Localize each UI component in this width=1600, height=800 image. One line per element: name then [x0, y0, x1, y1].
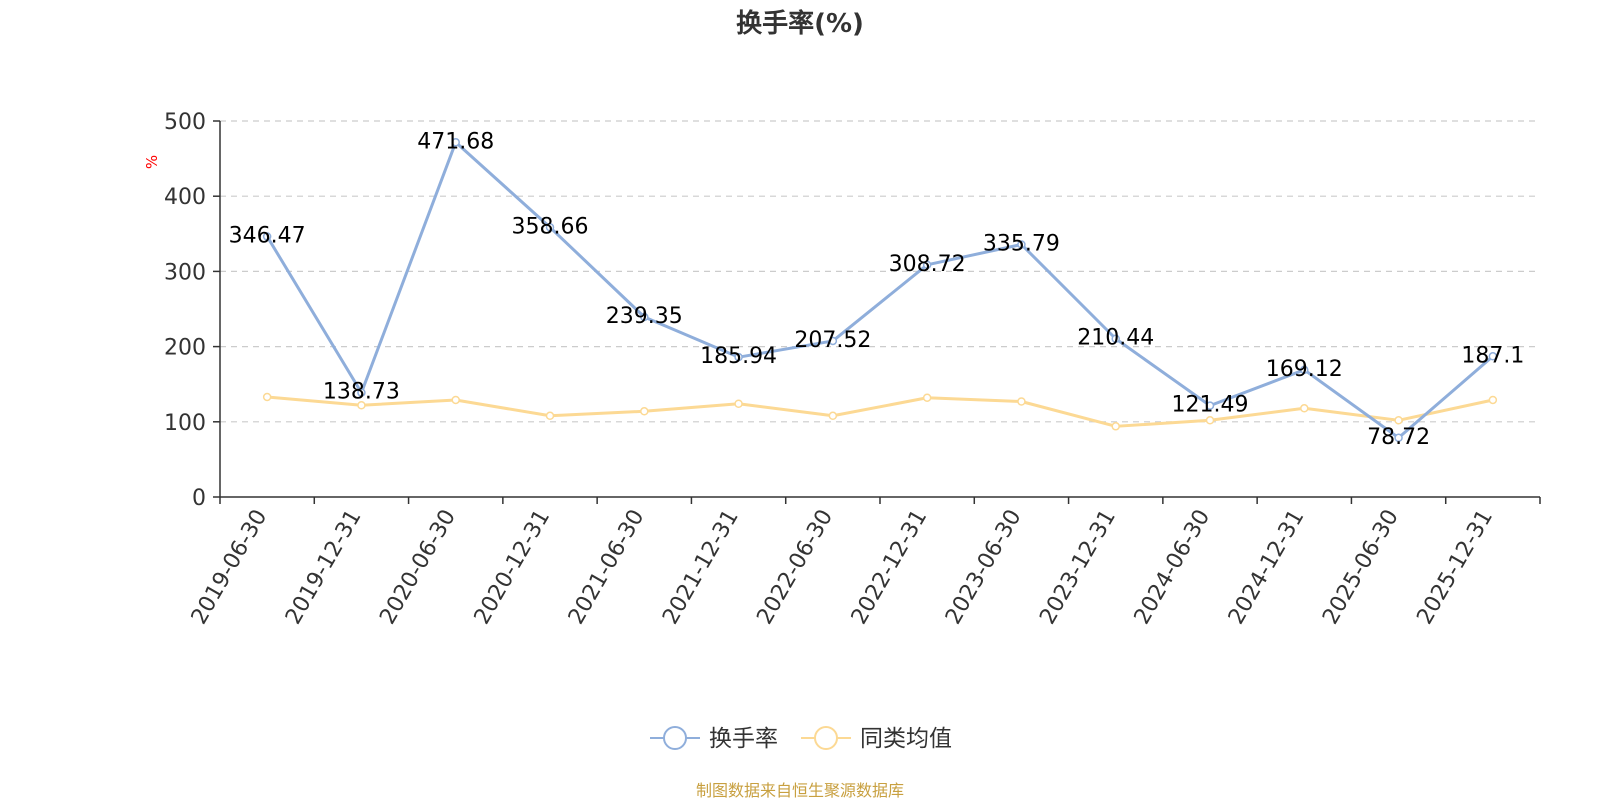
- x-tick-label: 2021-06-30: [564, 506, 650, 629]
- y-tick-label: 500: [164, 110, 206, 135]
- x-tick-label: 2025-06-30: [1318, 506, 1404, 629]
- series-line-peer-average: [265, 395, 1495, 428]
- grid-lines: [213, 120, 1540, 498]
- legend-item-peer-average[interactable]: 同类均值: [801, 726, 952, 752]
- data-point[interactable]: [828, 411, 838, 421]
- legend-label: 同类均值: [860, 726, 952, 752]
- y-tick-label: 0: [192, 486, 206, 511]
- legend-marker-icon: [814, 726, 838, 750]
- data-point[interactable]: [1394, 416, 1403, 425]
- data-point[interactable]: [451, 395, 460, 405]
- data-point[interactable]: [451, 138, 460, 147]
- y-tick-label: 200: [164, 336, 206, 361]
- data-label: 138.73: [323, 380, 400, 405]
- data-label: 358.66: [512, 214, 589, 239]
- data-point[interactable]: [1205, 401, 1215, 410]
- data-point[interactable]: [734, 352, 743, 362]
- x-tick-label: 2023-12-31: [1035, 506, 1121, 629]
- data-point[interactable]: [262, 392, 272, 402]
- data-label: 187.1: [1461, 343, 1524, 368]
- source-note: 制图数据来自恒生聚源数据库: [696, 781, 904, 800]
- legend-item-turnover[interactable]: 换手率: [650, 726, 778, 752]
- data-point[interactable]: [1488, 395, 1498, 405]
- data-point[interactable]: [1017, 240, 1026, 249]
- data-label: 121.49: [1172, 393, 1249, 418]
- x-tick-label: 2025-12-31: [1412, 506, 1498, 629]
- data-point[interactable]: [357, 388, 366, 397]
- data-point[interactable]: [545, 223, 555, 232]
- legend-label: 换手率: [709, 726, 778, 752]
- data-point[interactable]: [1017, 397, 1026, 406]
- x-tick-label: 2019-06-30: [187, 506, 273, 629]
- data-label: 346.47: [229, 223, 306, 248]
- data-label: 210.44: [1077, 326, 1154, 351]
- x-tick-label: 2022-12-31: [847, 505, 933, 628]
- data-label: 308.72: [889, 252, 966, 277]
- series-line-turnover: [265, 140, 1495, 440]
- x-tick-label: 2022-06-30: [752, 506, 838, 629]
- data-point[interactable]: [922, 393, 932, 402]
- data-point[interactable]: [1111, 422, 1120, 431]
- data-label: 207.52: [794, 328, 871, 353]
- data-point[interactable]: [1300, 404, 1309, 413]
- data-point[interactable]: [1205, 416, 1215, 425]
- y-tick-label: 100: [164, 411, 206, 436]
- x-tick-label: 2019-12-31: [281, 506, 367, 629]
- data-point[interactable]: [1394, 433, 1403, 443]
- y-axis-unit-label: %: [143, 155, 161, 169]
- data-point[interactable]: [1111, 334, 1120, 343]
- data-point[interactable]: [357, 401, 366, 410]
- chart-title: 换手率(%): [736, 8, 864, 39]
- x-tick-label: 2020-12-31: [470, 506, 556, 629]
- x-tick-label: 2024-12-31: [1224, 506, 1310, 629]
- data-point[interactable]: [640, 407, 649, 416]
- data-point[interactable]: [922, 260, 932, 270]
- x-tick-label: 2024-06-30: [1130, 506, 1216, 629]
- data-point[interactable]: [640, 312, 649, 322]
- data-label: 471.68: [417, 129, 494, 154]
- data-point[interactable]: [734, 399, 743, 409]
- y-tick-label: 300: [164, 260, 206, 285]
- data-label: 335.79: [983, 231, 1060, 256]
- x-tick-label: 2021-12-31: [658, 506, 744, 629]
- x-tick-label: 2023-06-30: [941, 506, 1027, 629]
- data-point[interactable]: [828, 336, 838, 346]
- data-point[interactable]: [1488, 352, 1498, 361]
- data-label: 185.94: [700, 344, 777, 369]
- data-point[interactable]: [1300, 365, 1309, 375]
- legend-marker-icon: [663, 726, 687, 750]
- data-label: 169.12: [1266, 357, 1343, 382]
- data-point[interactable]: [262, 232, 272, 241]
- data-label: 78.72: [1367, 425, 1430, 450]
- x-tick-label: 2020-06-30: [375, 506, 461, 629]
- data-point[interactable]: [545, 411, 555, 421]
- data-label: 239.35: [606, 304, 683, 329]
- y-tick-label: 400: [164, 185, 206, 210]
